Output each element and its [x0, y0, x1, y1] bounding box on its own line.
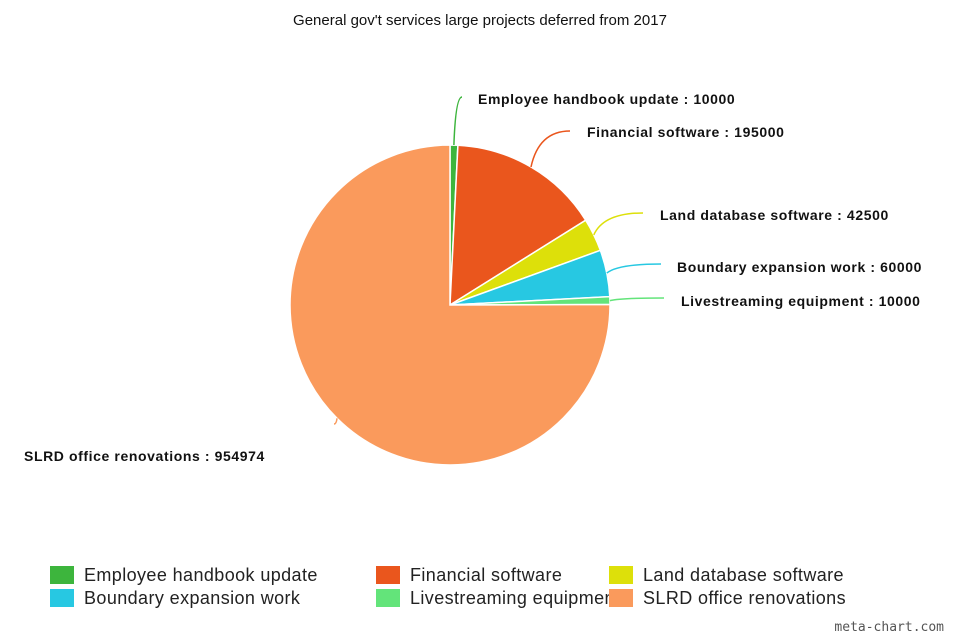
legend-swatch-livestreaming-equipment [376, 589, 400, 607]
pie-slice-financial-software [449, 144, 587, 307]
legend-item-boundary-expansion-work: Boundary expansion work [50, 588, 301, 608]
legend-label-livestreaming-equipment: Livestreaming equipment [410, 588, 620, 608]
leader-line-livestreaming-equipment [609, 297, 665, 302]
leader-line-slrd-office-renovations [333, 418, 338, 425]
chart-title: General gov't services large projects de… [293, 12, 667, 29]
slice-leader-lines [333, 96, 665, 425]
legend-swatch-slrd-office-renovations [609, 589, 633, 607]
legend-label-slrd-office-renovations: SLRD office renovations [643, 588, 846, 608]
legend-item-employee-handbook-update: Employee handbook update [50, 565, 318, 585]
legend-swatch-employee-handbook-update [50, 566, 74, 584]
slice-label-slrd-office-renovations: SLRD office renovations : 954974 [24, 448, 265, 464]
legend-swatch-financial-software [376, 566, 400, 584]
legend-label-financial-software: Financial software [410, 565, 562, 585]
leader-line-land-database-software [593, 212, 644, 236]
slice-label-employee-handbook-update: Employee handbook update : 10000 [478, 91, 735, 107]
pie-slices [289, 144, 611, 466]
legend-item-livestreaming-equipment: Livestreaming equipment [376, 588, 620, 608]
legend-swatch-land-database-software [609, 566, 633, 584]
legend-item-land-database-software: Land database software [609, 565, 844, 585]
slice-label-livestreaming-equipment: Livestreaming equipment : 10000 [681, 293, 921, 309]
leader-line-employee-handbook-update [453, 96, 463, 146]
leader-line-boundary-expansion-work [606, 263, 662, 274]
legend-label-boundary-expansion-work: Boundary expansion work [84, 588, 301, 608]
legend-item-financial-software: Financial software [376, 565, 562, 585]
watermark: meta-chart.com [834, 620, 944, 635]
legend-label-land-database-software: Land database software [643, 565, 844, 585]
legend-label-employee-handbook-update: Employee handbook update [84, 565, 318, 585]
legend-swatch-boundary-expansion-work [50, 589, 74, 607]
slice-labels: Employee handbook update : 10000 Financia… [24, 91, 922, 464]
leader-line-financial-software [530, 130, 571, 168]
chart-legend: Employee handbook update Financial softwa… [50, 565, 846, 608]
slice-label-land-database-software: Land database software : 42500 [660, 207, 889, 223]
slice-label-boundary-expansion-work: Boundary expansion work : 60000 [677, 259, 922, 275]
slice-label-financial-software: Financial software : 195000 [587, 124, 785, 140]
legend-item-slrd-office-renovations: SLRD office renovations [609, 588, 846, 608]
